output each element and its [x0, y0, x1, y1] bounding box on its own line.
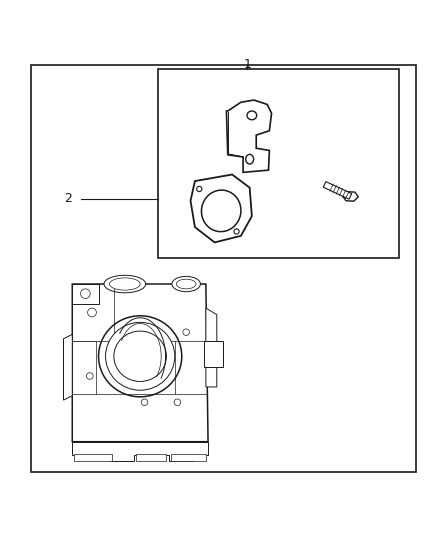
Bar — [204, 341, 223, 367]
Ellipse shape — [106, 322, 175, 390]
Polygon shape — [72, 284, 208, 442]
Ellipse shape — [172, 276, 201, 292]
Bar — [74, 454, 112, 462]
Polygon shape — [206, 308, 217, 387]
Ellipse shape — [234, 229, 239, 234]
Bar — [171, 454, 206, 462]
Ellipse shape — [176, 279, 196, 289]
Polygon shape — [72, 442, 208, 462]
Ellipse shape — [247, 111, 257, 120]
Bar — [158, 69, 399, 258]
Bar — [136, 454, 166, 462]
Text: 1: 1 — [244, 59, 251, 71]
Ellipse shape — [81, 289, 90, 298]
Ellipse shape — [86, 373, 93, 379]
Ellipse shape — [174, 399, 180, 406]
Bar — [31, 65, 416, 472]
Ellipse shape — [114, 331, 166, 382]
Ellipse shape — [197, 187, 202, 191]
Polygon shape — [343, 192, 358, 201]
Polygon shape — [226, 100, 272, 172]
Polygon shape — [64, 334, 72, 400]
Ellipse shape — [141, 399, 148, 406]
Ellipse shape — [246, 155, 254, 164]
Ellipse shape — [99, 316, 182, 397]
Ellipse shape — [104, 275, 145, 293]
Ellipse shape — [110, 278, 140, 290]
Bar — [72, 284, 99, 304]
Polygon shape — [323, 182, 352, 199]
Polygon shape — [191, 174, 252, 243]
Ellipse shape — [201, 190, 241, 232]
Text: 2: 2 — [64, 192, 72, 205]
Ellipse shape — [183, 329, 189, 335]
Ellipse shape — [88, 308, 96, 317]
